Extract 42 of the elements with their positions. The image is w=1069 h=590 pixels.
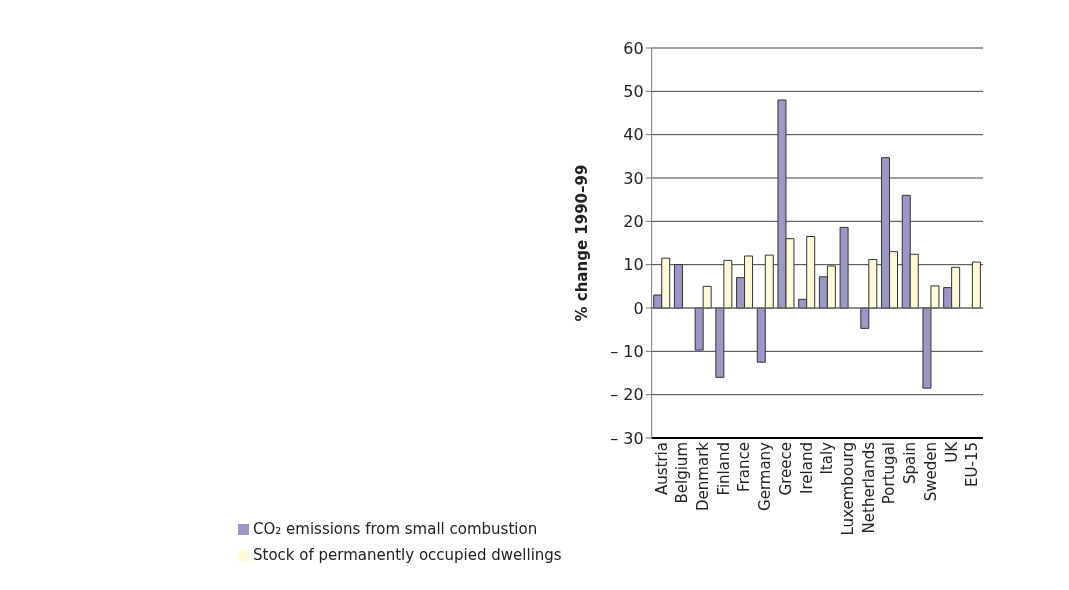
bar [839,226,849,309]
legend-label: Stock of permanently occupied dwellings [253,546,562,564]
bar [694,307,704,351]
x-tick-label: Belgium [673,442,692,504]
y-tick-label: 0 [633,298,644,318]
bar [673,264,683,309]
x-tick-label: Netherlands [859,441,878,534]
x-tick-label: France [735,442,754,492]
bar [715,307,725,378]
bar [702,285,712,309]
x-tick-label: Sweden [921,442,940,502]
y-axis-title: % change 1990–99 [572,164,591,322]
bar [723,259,733,309]
x-tick-label: Luxembourg [839,442,858,536]
y-tick-label: – 30 [610,428,644,448]
bar [764,254,774,309]
x-tick-label: Italy [818,441,837,475]
bar [922,307,932,389]
bar [756,307,766,363]
x-tick-label: Portugal [880,442,899,505]
x-tick-label: Denmark [694,441,713,511]
y-tick-label: – 20 [610,385,644,405]
y-tick-label: 50 [623,82,644,102]
bar [868,258,878,309]
y-tick-label: 20 [623,212,644,232]
y-tick-label: 60 [623,38,644,58]
x-tick-label: Ireland [797,442,816,494]
y-tick-label: 10 [623,255,644,275]
x-tick-label: Austria [652,442,671,495]
x-tick-label: EU-15 [963,442,982,487]
bar [860,307,870,329]
bar [971,261,981,309]
x-tick-label: Spain [901,442,920,484]
y-tick-label: 40 [623,125,644,145]
bar [930,285,940,309]
x-tick-label: UK [942,440,961,463]
y-tick-label: – 10 [610,342,644,362]
legend-label: CO₂ emissions from small combustion [253,520,538,538]
x-tick-label: Germany [756,441,775,511]
x-tick-label: Greece [776,442,795,496]
x-tick-label: Finland [714,442,733,496]
y-tick-label: 30 [623,168,644,188]
